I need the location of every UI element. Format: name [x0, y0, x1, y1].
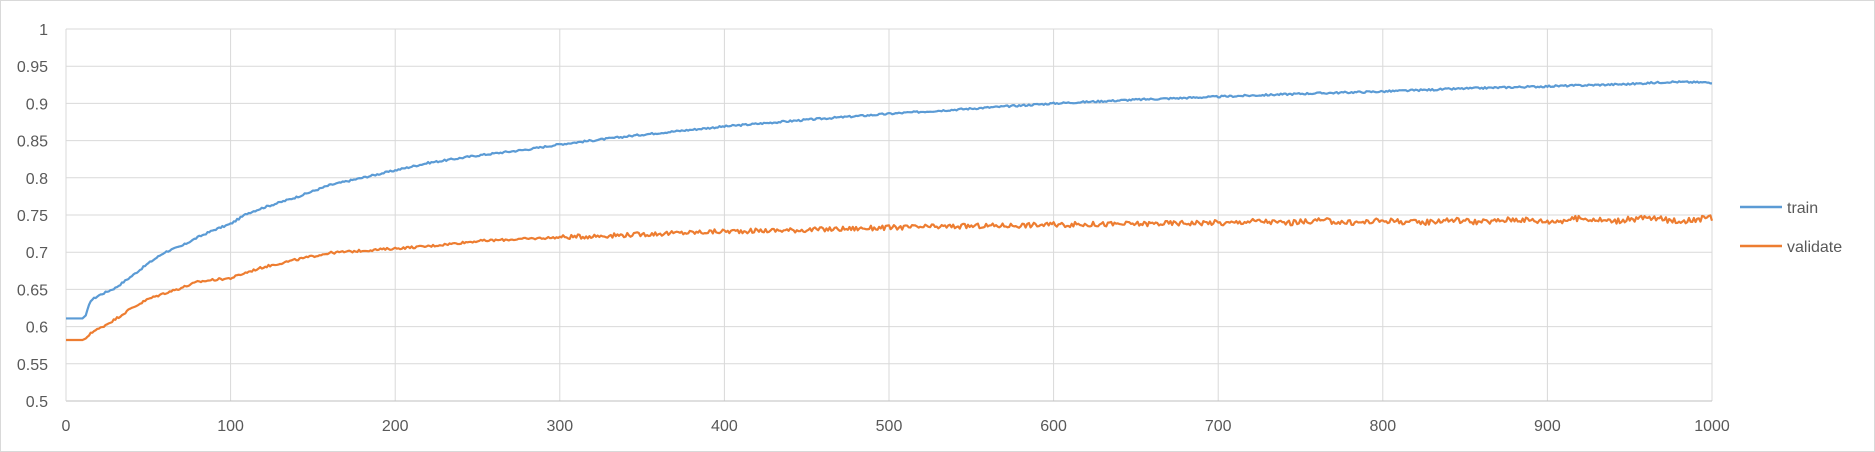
y-tick-label: 0.95: [17, 59, 48, 76]
y-axis-tick-labels: 0.5 0.55 0.6 0.65 0.7 0.75 0.8 0.85 0.9 0.95 1: [17, 22, 48, 411]
series-line-train: [66, 80, 1713, 320]
x-tick-label: 0: [62, 418, 71, 435]
x-tick-label: 500: [876, 418, 903, 435]
x-tick-label: 200: [382, 418, 409, 435]
x-tick-label: 600: [1040, 418, 1067, 435]
y-tick-label: 0.75: [17, 208, 48, 225]
y-tick-label: 0.65: [17, 282, 48, 299]
legend-label-validate: validate: [1787, 239, 1842, 256]
x-tick-label: 400: [711, 418, 738, 435]
x-tick-label: 700: [1205, 418, 1232, 435]
y-tick-label: 0.7: [26, 245, 48, 262]
y-tick-label: 1: [39, 22, 48, 39]
y-tick-label: 0.5: [26, 394, 48, 411]
x-tick-label: 1000: [1694, 418, 1730, 435]
x-axis-tick-labels: 0 100 200 300 400 500 600 700 800 900 1000: [62, 418, 1730, 435]
series-line-validate: [66, 214, 1714, 342]
y-tick-label: 0.85: [17, 134, 48, 151]
y-tick-label: 0.55: [17, 357, 48, 374]
x-tick-label: 900: [1534, 418, 1561, 435]
y-tick-label: 0.8: [26, 171, 48, 188]
y-tick-label: 0.9: [26, 96, 48, 113]
x-tick-label: 300: [546, 418, 573, 435]
legend-label-train: train: [1787, 200, 1818, 217]
legend: train validate: [1740, 200, 1842, 256]
y-tick-label: 0.6: [26, 320, 48, 337]
data-series: [66, 80, 1714, 342]
gridlines: [65, 28, 1713, 402]
x-tick-label: 800: [1369, 418, 1396, 435]
x-tick-label: 100: [217, 418, 244, 435]
